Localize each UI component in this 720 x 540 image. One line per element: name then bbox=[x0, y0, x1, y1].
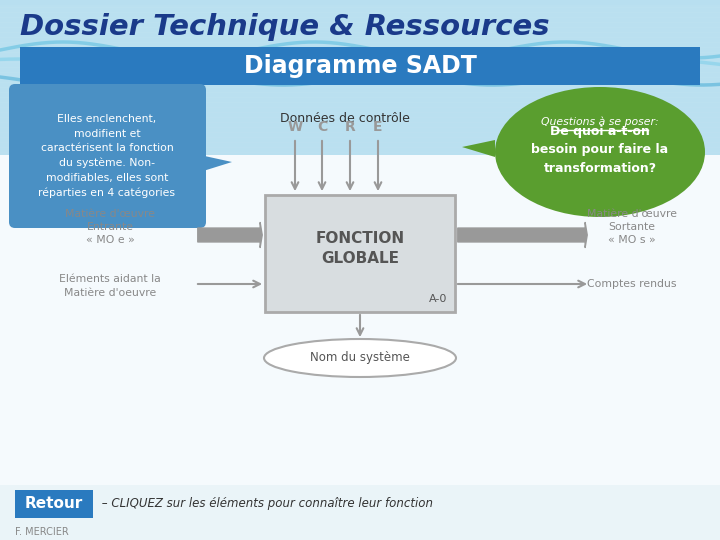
Text: C: C bbox=[317, 120, 327, 134]
Text: W: W bbox=[287, 120, 302, 134]
Text: Matière d'œuvre
Sortante
« MO s »: Matière d'œuvre Sortante « MO s » bbox=[587, 209, 677, 245]
Text: Comptes rendus: Comptes rendus bbox=[588, 279, 677, 289]
Text: – CLIQUEZ sur les éléments pour connaître leur fonction: – CLIQUEZ sur les éléments pour connaîtr… bbox=[98, 497, 433, 510]
FancyBboxPatch shape bbox=[265, 195, 455, 312]
FancyBboxPatch shape bbox=[0, 155, 720, 485]
Polygon shape bbox=[462, 140, 495, 157]
Ellipse shape bbox=[264, 339, 456, 377]
FancyBboxPatch shape bbox=[0, 485, 720, 540]
FancyBboxPatch shape bbox=[20, 47, 700, 85]
Text: FONCTION
GLOBALE: FONCTION GLOBALE bbox=[315, 231, 405, 266]
Text: E: E bbox=[373, 120, 383, 134]
Text: Elles enclenchent,
modifient et
caractérisent la fonction
du système. Non-
modif: Elles enclenchent, modifient et caractér… bbox=[38, 114, 176, 198]
Text: De quoi a-t-on
besoin pour faire la
transformation?: De quoi a-t-on besoin pour faire la tran… bbox=[531, 125, 669, 174]
FancyBboxPatch shape bbox=[0, 0, 720, 155]
Text: A-0: A-0 bbox=[428, 294, 447, 304]
FancyBboxPatch shape bbox=[9, 84, 206, 228]
Text: Données de contrôle: Données de contrôle bbox=[280, 111, 410, 125]
Text: Nom du système: Nom du système bbox=[310, 352, 410, 365]
Text: Diagramme SADT: Diagramme SADT bbox=[243, 54, 477, 78]
Text: R: R bbox=[345, 120, 356, 134]
Text: Retour: Retour bbox=[25, 496, 83, 511]
Text: Eléments aidant la
Matière d'oeuvre: Eléments aidant la Matière d'oeuvre bbox=[59, 274, 161, 298]
Text: Dossier Technique & Ressources: Dossier Technique & Ressources bbox=[20, 13, 549, 41]
FancyBboxPatch shape bbox=[15, 490, 93, 518]
Polygon shape bbox=[200, 155, 232, 172]
Text: Matière d'œuvre
Entrante
« MO e »: Matière d'œuvre Entrante « MO e » bbox=[65, 209, 155, 245]
Text: Questions à se poser:: Questions à se poser: bbox=[541, 117, 659, 127]
Text: F. MERCIER: F. MERCIER bbox=[15, 527, 68, 537]
Ellipse shape bbox=[495, 87, 705, 217]
